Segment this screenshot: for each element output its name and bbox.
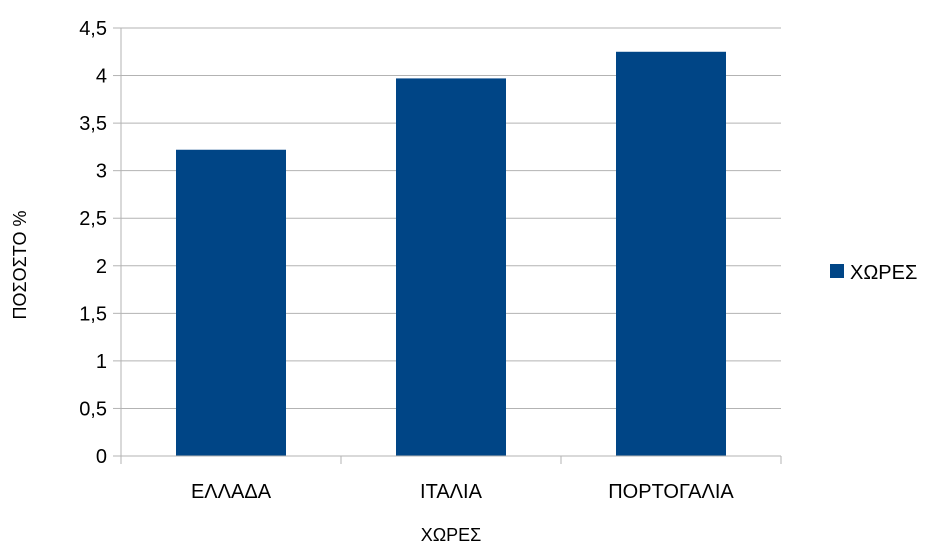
legend: ΧΩΡΕΣ: [830, 262, 917, 284]
bar: [396, 78, 506, 457]
y-tick-label: 3: [96, 161, 107, 183]
x-tick-label: ΕΛΛΑΔΑ: [191, 481, 272, 503]
y-tick-label: 4,5: [79, 18, 107, 40]
x-tick-label: ΠΟΡΤΟΓΑΛΙΑ: [608, 481, 734, 503]
legend-label: ΧΩΡΕΣ: [850, 262, 917, 284]
y-tick-label: 4: [96, 66, 107, 88]
y-tick-label: 0,5: [79, 398, 107, 420]
x-tick-label: ΙΤΑΛΙΑ: [420, 481, 483, 503]
y-tick-label: 1,5: [79, 303, 107, 325]
legend-swatch: [830, 264, 844, 278]
y-tick-label: 1: [96, 351, 107, 373]
y-tick-labels: 0 0,5 1 1,5 2 2,5 3 3,5 4 4,5: [79, 18, 107, 468]
y-tick-label: 2,5: [79, 208, 107, 230]
x-tick-labels: ΕΛΛΑΔΑ ΙΤΑΛΙΑ ΠΟΡΤΟΓΑΛΙΑ: [191, 481, 734, 503]
y-tick-label: 3,5: [79, 113, 107, 135]
bar: [616, 51, 726, 457]
axes: [113, 27, 782, 464]
y-tick-label: 2: [96, 256, 107, 278]
y-axis-title: ΠΟΣΟΣΤΟ %: [10, 211, 30, 320]
y-tick-label: 0: [96, 446, 107, 468]
bar: [176, 149, 286, 456]
x-axis-title: ΧΩΡΕΣ: [421, 525, 482, 545]
bars: [176, 51, 726, 457]
